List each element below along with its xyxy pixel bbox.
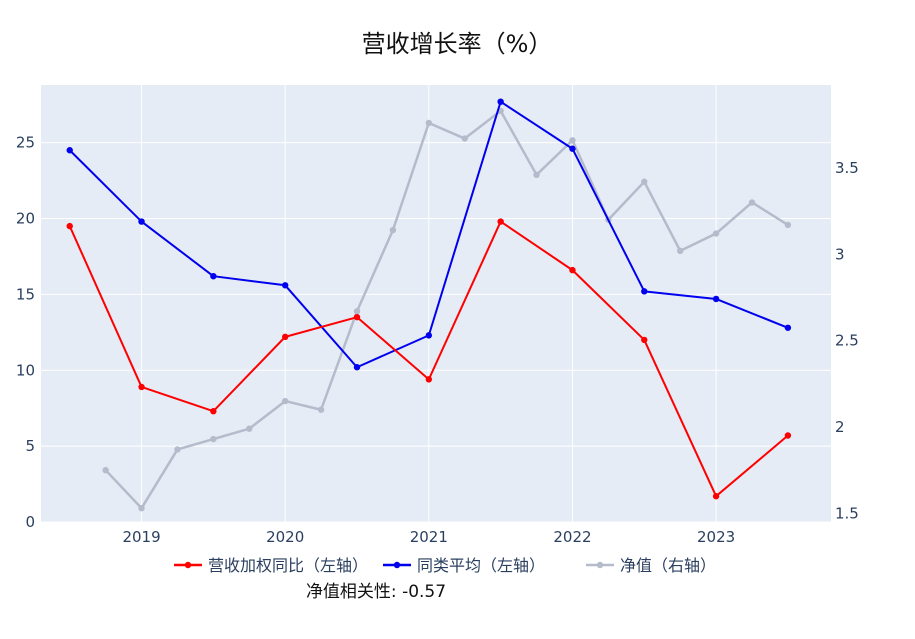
y-right-tick-label: 3 — [835, 245, 845, 263]
y-right-tick-label: 2.5 — [835, 332, 859, 350]
data-point — [748, 199, 756, 206]
data-point — [210, 272, 217, 280]
axes: 2019 2020 2021 2022 2023 0 5 10 15 20 25 1.5 2 2.5 3 3.… — [16, 134, 859, 546]
legend-item-1[interactable]: 同类平均（左轴） — [383, 556, 545, 575]
series-line — [104, 109, 789, 510]
legend-swatch-marker — [596, 561, 604, 569]
data-point — [533, 171, 540, 179]
legend[interactable]: 营收加权同比（左轴） 同类平均（左轴） 净值（右轴） — [174, 556, 716, 575]
data-point — [425, 376, 433, 383]
x-tick-label: 2020 — [266, 528, 304, 546]
data-point — [281, 397, 289, 405]
data-point — [676, 247, 684, 255]
data-point — [641, 288, 648, 295]
y-left-tick-label: 0 — [25, 513, 35, 531]
data-point — [569, 266, 576, 274]
gridlines — [41, 85, 831, 523]
plot-area — [41, 85, 831, 522]
legend-label: 同类平均（左轴） — [417, 556, 545, 575]
data-point — [138, 504, 145, 512]
data-point — [210, 435, 217, 443]
legend-label: 净值（右轴） — [620, 556, 716, 575]
chart-title: 营收增长率（%） — [362, 30, 553, 58]
correlation-annotation: 净值相关性: -0.57 — [306, 582, 446, 602]
data-point — [712, 493, 720, 500]
data-point — [569, 145, 576, 152]
data-point — [353, 313, 361, 321]
data-point — [174, 446, 181, 453]
data-point — [712, 295, 720, 303]
series-1 — [66, 98, 792, 371]
y-right-tick-label: 1.5 — [835, 504, 859, 522]
series-0 — [66, 218, 792, 500]
y-right-tick-label: 3.5 — [835, 159, 859, 177]
legend-swatch-marker — [184, 561, 192, 569]
data-point — [461, 135, 468, 142]
data-point — [784, 324, 792, 331]
data-point — [641, 336, 648, 344]
data-point — [425, 119, 433, 127]
y-left-tick-label: 10 — [16, 361, 35, 379]
data-point — [425, 332, 433, 339]
legend-item-0[interactable]: 营收加权同比（左轴） — [174, 556, 368, 575]
y-right-tick-label: 2 — [835, 418, 845, 436]
data-point — [246, 425, 253, 432]
data-point — [281, 282, 289, 289]
data-point — [66, 147, 73, 154]
data-point — [281, 333, 289, 341]
data-point — [353, 308, 361, 315]
data-point — [102, 466, 109, 474]
x-tick-label: 2022 — [553, 528, 591, 546]
data-point — [66, 222, 73, 230]
legend-item-2[interactable]: 净值（右轴） — [586, 556, 716, 575]
data-point — [712, 230, 720, 237]
data-point — [353, 364, 361, 371]
data-point — [641, 178, 648, 185]
data-point — [210, 408, 217, 415]
y-left-tick-label: 25 — [16, 134, 35, 152]
y-left-tick-label: 15 — [16, 285, 35, 303]
legend-swatch-marker — [393, 561, 401, 569]
y-left-tick-label: 5 — [25, 437, 35, 455]
y-left-tick-label: 20 — [16, 210, 35, 228]
data-point — [138, 218, 145, 225]
x-tick-label: 2019 — [122, 528, 160, 546]
data-point — [784, 221, 792, 229]
series-layer — [66, 98, 792, 512]
data-point — [569, 137, 576, 144]
data-point — [497, 98, 504, 105]
data-point — [138, 383, 145, 391]
x-tick-label: 2023 — [697, 528, 735, 546]
legend-label: 营收加权同比（左轴） — [208, 556, 368, 575]
data-point — [784, 432, 792, 439]
series-2 — [102, 107, 792, 512]
x-tick-label: 2021 — [410, 528, 448, 546]
data-point — [497, 218, 504, 225]
data-point — [389, 226, 397, 234]
data-point — [317, 406, 325, 413]
